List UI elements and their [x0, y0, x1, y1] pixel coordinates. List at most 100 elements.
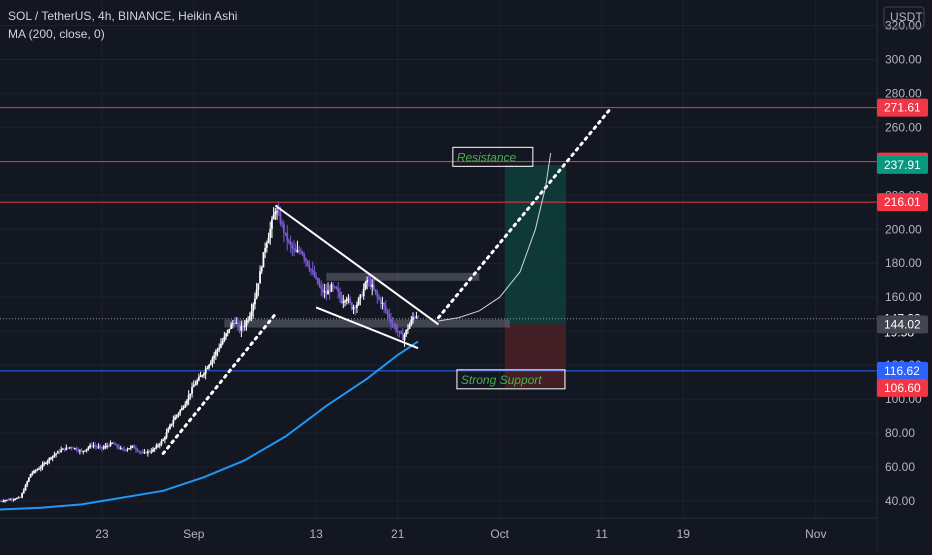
drawings	[161, 105, 614, 455]
candle-body	[34, 470, 37, 472]
candle-body	[179, 410, 182, 414]
candle-body	[75, 448, 78, 451]
price-badge	[877, 361, 928, 380]
candle-body	[118, 446, 120, 449]
candle-body	[228, 328, 231, 330]
price-badge-value: 216.01	[884, 195, 921, 209]
price-axis: 40.0060.0080.00100.00120.00140.00160.001…	[876, 0, 932, 550]
candle-body	[369, 280, 372, 288]
candle-body	[354, 306, 357, 308]
candle-body	[216, 349, 219, 352]
price-badge	[877, 378, 928, 397]
price-badge	[877, 155, 928, 174]
candle-body	[51, 455, 54, 458]
symbol-title[interactable]: SOL / TetherUS, 4h, BINANCE, Heikin Ashi	[8, 9, 238, 23]
candle-body	[140, 451, 142, 453]
candle-body	[153, 448, 156, 450]
candle-body	[413, 317, 416, 319]
candle-body	[308, 265, 311, 270]
candle-body	[163, 437, 166, 440]
candle-body	[203, 373, 205, 376]
candle-body	[362, 288, 365, 297]
candle-body	[276, 211, 278, 213]
candle-body	[356, 304, 358, 308]
candle-body	[145, 451, 148, 454]
candle-body	[4, 500, 6, 502]
candle-body	[211, 358, 214, 363]
x-tick-label: 23	[95, 527, 109, 541]
candle-body	[19, 497, 22, 499]
candle-body	[175, 415, 178, 417]
candle-body	[238, 324, 241, 331]
candle-body	[235, 322, 238, 324]
candle-body	[165, 432, 168, 438]
candle-body	[293, 248, 295, 250]
candle-body	[262, 252, 265, 268]
candle-body	[111, 442, 114, 444]
candle-body	[267, 237, 270, 244]
candle-body	[221, 340, 224, 344]
candle-body	[272, 214, 275, 220]
candle-body	[196, 380, 199, 384]
candle-body	[403, 334, 406, 341]
candle-body	[197, 377, 200, 381]
candle-body	[143, 451, 146, 453]
candle-body	[39, 467, 42, 469]
candle-body	[388, 313, 391, 319]
candle-body	[61, 448, 64, 450]
candle-body	[347, 298, 350, 300]
candle-body	[247, 319, 250, 321]
candle-body	[129, 446, 132, 449]
candle-body	[124, 449, 127, 451]
candle-body	[24, 485, 27, 491]
y-tick-label: 80.00	[885, 426, 915, 440]
candle-body	[407, 328, 409, 330]
candle-body	[48, 458, 51, 461]
time-axis-bg	[0, 518, 877, 550]
candle-body	[332, 284, 335, 287]
y-tick-label: 40.00	[885, 494, 915, 508]
candle-body	[400, 331, 403, 334]
candle-body	[16, 497, 18, 499]
y-tick-label: 160.00	[885, 290, 922, 304]
candle-body	[152, 449, 154, 452]
candle-body	[141, 452, 144, 454]
candle-body	[187, 395, 190, 401]
candle-body	[361, 294, 363, 297]
indicator-label[interactable]: MA (200, close, 0)	[8, 27, 105, 41]
candle-body	[296, 250, 299, 252]
candle-body	[306, 260, 309, 266]
candle-body	[177, 413, 180, 416]
candle-body	[192, 385, 195, 388]
candle-body	[157, 445, 159, 447]
candle-body	[303, 254, 306, 259]
candle-body	[21, 493, 23, 498]
candle-body	[252, 304, 255, 312]
candle-body	[279, 213, 282, 224]
candle-body	[386, 310, 389, 314]
candle-body	[383, 302, 386, 307]
candle-body	[223, 336, 226, 341]
candle-body	[85, 448, 88, 451]
candle-body	[209, 362, 212, 365]
candle-body	[327, 290, 329, 295]
candle-body	[233, 323, 236, 325]
candle-body	[73, 448, 76, 450]
candle-body	[184, 404, 187, 408]
candle-body	[408, 324, 411, 329]
candle-body	[349, 298, 352, 303]
candle-body	[220, 343, 222, 348]
candle-body	[214, 351, 217, 356]
candle-body	[323, 291, 326, 293]
candle-body	[50, 457, 52, 459]
candle-body	[395, 326, 397, 331]
candle-body	[55, 453, 57, 455]
candle-body	[294, 249, 297, 252]
annotation-box	[456, 369, 566, 390]
candle-body	[116, 444, 119, 447]
candle-body	[133, 445, 136, 449]
candle-body	[63, 448, 66, 450]
y-tick-label: 300.00	[885, 52, 922, 66]
